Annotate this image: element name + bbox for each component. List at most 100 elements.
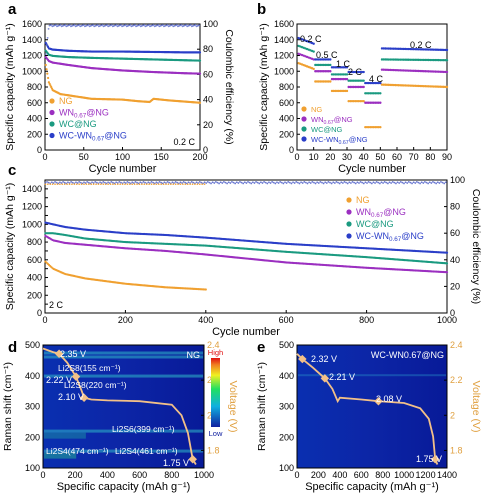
ce-point (120, 181, 122, 184)
ce-point (112, 181, 114, 184)
data-point (320, 70, 324, 73)
right-axis-label: Coulombic efficiency (%) (470, 189, 482, 304)
data-point (314, 80, 317, 83)
data-point (382, 58, 385, 61)
y-tick-label: 400 (25, 371, 40, 381)
x-tick-label: 50 (79, 152, 89, 162)
ce-point (247, 180, 249, 183)
data-point (352, 70, 355, 74)
voltage-marker (188, 454, 197, 464)
data-point (417, 48, 420, 51)
raman-band (298, 374, 446, 377)
rate-annotation: 2 C (49, 300, 64, 310)
data-point (45, 68, 48, 71)
data-point (332, 73, 335, 76)
ce-point (419, 182, 421, 185)
ce-point (269, 182, 272, 184)
data-point (354, 70, 357, 74)
ce-point (68, 183, 71, 185)
ce-point (190, 180, 193, 183)
data-point (332, 89, 335, 93)
ce-point (47, 183, 49, 185)
voltage-label: 2.22 V (46, 375, 72, 385)
ce-point (54, 183, 56, 185)
data-point (352, 79, 355, 82)
ce-point (80, 183, 83, 185)
ce-point (288, 181, 291, 184)
ce-point (317, 182, 320, 184)
data-point (324, 63, 327, 67)
ce-point (61, 183, 64, 185)
ce-point (213, 182, 216, 184)
ce-point (255, 180, 257, 183)
ce-point (136, 183, 138, 185)
data-point (350, 70, 354, 74)
ce-point (356, 181, 359, 184)
data-point (379, 92, 382, 95)
data-point (372, 125, 375, 129)
ce-point (304, 181, 307, 184)
ce-point (251, 181, 254, 184)
data-point (354, 99, 357, 103)
legend-marker (346, 209, 352, 215)
ce-point (129, 24, 132, 26)
ce-point (85, 183, 88, 185)
ce-point (182, 183, 184, 185)
data-point (409, 58, 412, 61)
x-tick-label: 1000 (194, 470, 214, 480)
ce-point (203, 183, 206, 185)
ce-point (404, 181, 407, 184)
rate-label: 0.5 C (316, 50, 338, 60)
data-point (380, 58, 384, 61)
y-tick-label: 500 (25, 340, 40, 350)
data-point (394, 47, 397, 50)
data-point (349, 99, 352, 103)
ce-point (427, 182, 430, 185)
data-point (434, 48, 437, 51)
ce-point (109, 183, 112, 185)
y-tick-label: 1600 (274, 19, 294, 29)
legend-entry: WC@NG (311, 125, 343, 134)
raman-band (44, 449, 203, 453)
raman-band-strong (44, 452, 77, 459)
ce-point (75, 183, 78, 185)
y-tick-label: 1000 (274, 66, 294, 76)
ce-point (316, 181, 319, 184)
ce-point (425, 181, 428, 184)
ce-point (83, 181, 85, 184)
y-tick-label: 0 (37, 145, 42, 155)
ce-point (46, 37, 49, 39)
y-tick-label: 400 (27, 273, 42, 283)
data-point (325, 80, 329, 83)
data-point (344, 89, 347, 93)
ce-point (218, 182, 220, 185)
x-tick-label: 0 (40, 470, 45, 480)
raman-band (44, 429, 203, 433)
data-point (332, 77, 335, 81)
data-point (405, 58, 409, 61)
ce-point (343, 180, 346, 183)
data-point (430, 48, 434, 51)
ce-point (253, 182, 256, 184)
ce-point (285, 182, 288, 184)
data-point (364, 81, 367, 85)
ce-point (407, 180, 410, 183)
legend-entry: WN0.67@NG (311, 115, 353, 126)
voltage-marker (71, 372, 81, 381)
data-point (350, 99, 354, 103)
y-tick-label: 400 (27, 114, 42, 124)
data-point (372, 101, 375, 104)
data-point (367, 92, 370, 95)
ce-point (79, 181, 82, 184)
data-point (424, 58, 427, 62)
data-point (392, 58, 395, 61)
ce-point (325, 182, 328, 184)
ce-point (401, 181, 404, 184)
legend-marker (346, 233, 352, 239)
ce-point (231, 180, 233, 183)
data-point (359, 70, 362, 74)
ce-point (56, 183, 59, 185)
data-point (409, 47, 412, 51)
ce-point (208, 181, 211, 184)
voltage-marker (298, 354, 307, 364)
